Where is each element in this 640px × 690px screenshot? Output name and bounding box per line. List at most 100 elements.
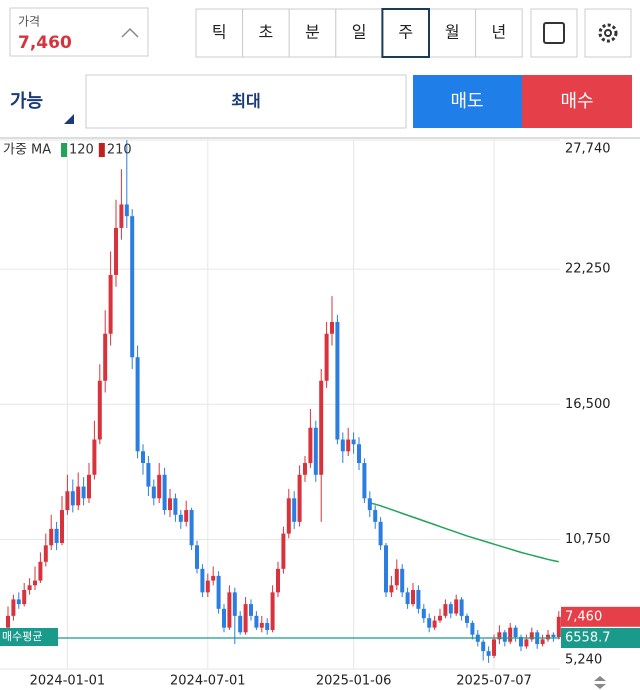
candle-body	[546, 634, 550, 640]
price-label: 가격	[18, 15, 40, 29]
candle-body	[340, 439, 345, 452]
period-label: 년	[492, 23, 507, 42]
sell-button[interactable]	[413, 75, 522, 128]
candle-body	[351, 439, 356, 445]
candle-body	[114, 227, 118, 275]
price-value: 7,460	[18, 33, 72, 53]
candle-body	[16, 599, 21, 605]
candle-body	[411, 590, 415, 605]
candle-body	[421, 608, 426, 619]
candle-body	[249, 604, 253, 616]
average-tag-box	[0, 627, 58, 646]
candle-body	[443, 604, 448, 616]
candle-body	[22, 590, 27, 605]
buy-button[interactable]	[522, 75, 632, 128]
candle-body	[281, 533, 286, 569]
legend-swatch	[98, 143, 105, 157]
candle-body	[38, 561, 43, 581]
candle-body	[524, 639, 529, 647]
current-price-label: 7,460	[565, 609, 602, 624]
quantity-box[interactable]	[85, 74, 407, 129]
candle-body	[373, 510, 378, 522]
candle-body	[276, 568, 280, 593]
candle-body	[60, 510, 64, 543]
candle-body	[502, 632, 507, 642]
candle-body	[465, 615, 469, 623]
candle-body	[427, 618, 432, 628]
ma-line	[369, 502, 559, 563]
candle-body	[189, 510, 194, 546]
candle-body	[184, 510, 189, 522]
candle-body	[178, 514, 183, 522]
candle-body	[65, 491, 70, 511]
candle-body	[384, 545, 388, 593]
candle-body	[308, 427, 313, 464]
candle-body	[33, 580, 37, 586]
candle-body	[324, 333, 329, 381]
candle-body	[313, 427, 318, 475]
candle-body	[216, 575, 221, 609]
candle-body	[357, 444, 361, 464]
candle-body	[43, 545, 48, 562]
candle-body	[97, 380, 102, 440]
candle-body	[405, 592, 410, 605]
available-label[interactable]: 가능	[10, 91, 43, 112]
candle-body	[529, 632, 534, 640]
square-icon	[543, 22, 565, 44]
candle-body	[438, 615, 442, 621]
scroll-up[interactable]	[594, 676, 606, 681]
legend-label: 210	[107, 143, 132, 158]
candle-body	[205, 580, 210, 593]
chevron-up[interactable]	[121, 27, 139, 38]
buy-label: 매수	[560, 91, 593, 112]
candle-body	[303, 463, 307, 475]
layout-button[interactable]	[530, 8, 578, 58]
candle-body	[492, 639, 496, 656]
candle-body	[243, 604, 248, 633]
current-price-box	[561, 606, 640, 627]
candle-body	[270, 592, 275, 630]
candle-body	[292, 498, 297, 522]
legend-label: 120	[69, 143, 94, 158]
candle-body	[481, 641, 486, 652]
candle-body	[486, 651, 491, 656]
average-price-box	[561, 627, 640, 648]
period-tab[interactable]	[242, 8, 290, 58]
candle-body	[432, 620, 437, 628]
candle-body	[195, 545, 199, 569]
candle-body	[211, 575, 216, 581]
dropdown-triangle	[64, 114, 74, 124]
period-label: 틱	[212, 23, 227, 42]
candle-body	[151, 486, 156, 499]
period-tab[interactable]	[381, 8, 430, 58]
settings-button[interactable]	[584, 8, 632, 58]
average-price-label: 6558.7	[565, 630, 611, 645]
period-selected	[381, 8, 430, 58]
candle-body	[146, 463, 151, 487]
candle-body	[119, 204, 124, 228]
legend-swatch	[61, 143, 67, 157]
period-tab[interactable]	[195, 8, 244, 58]
period-label: 월	[445, 23, 460, 42]
scroll-down[interactable]	[594, 684, 606, 689]
y-tick-label: 16,500	[565, 397, 611, 412]
candle-body	[11, 599, 16, 616]
period-label: 주	[398, 23, 413, 42]
candle-body	[130, 216, 135, 358]
candle-body	[448, 604, 453, 614]
period-label: 초	[259, 23, 274, 42]
price-box[interactable]	[9, 7, 149, 57]
candle-body	[335, 321, 340, 440]
x-tick-label: 2025-01-06	[316, 674, 392, 689]
period-tab[interactable]	[475, 8, 523, 58]
candle-body	[416, 590, 421, 609]
candle-body	[87, 474, 91, 499]
candle-body	[346, 439, 351, 452]
candle-body	[362, 463, 367, 499]
candle-body	[222, 608, 226, 628]
candle-body	[254, 615, 259, 628]
candle-body	[232, 592, 237, 616]
candle-body	[265, 622, 270, 630]
